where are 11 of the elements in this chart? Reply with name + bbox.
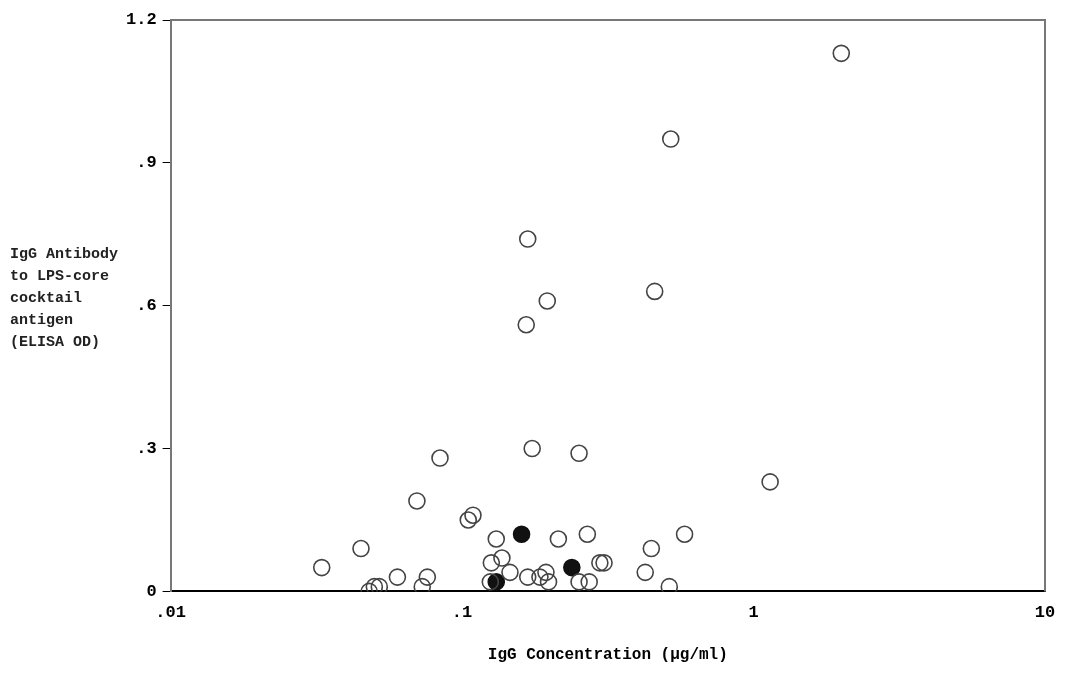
y-tick-label: 1.2 (126, 10, 157, 30)
x-axis-title: IgG Concentration (μg/ml) (487, 646, 728, 665)
y-axis-title: IgG Antibody to LPS-core cocktail antigen (ELISA OD) (10, 245, 120, 353)
x-tick-label: 10 (1034, 602, 1056, 622)
x-tick-label: 1 (748, 602, 759, 622)
x-tick-label: .1 (451, 602, 473, 622)
y-tick-label: .3 (136, 438, 157, 458)
y-tick-label: 0 (146, 581, 157, 601)
y-tick-label: .6 (136, 295, 157, 315)
x-tick-label: .01 (155, 602, 186, 622)
y-tick-label: .9 (136, 153, 157, 173)
